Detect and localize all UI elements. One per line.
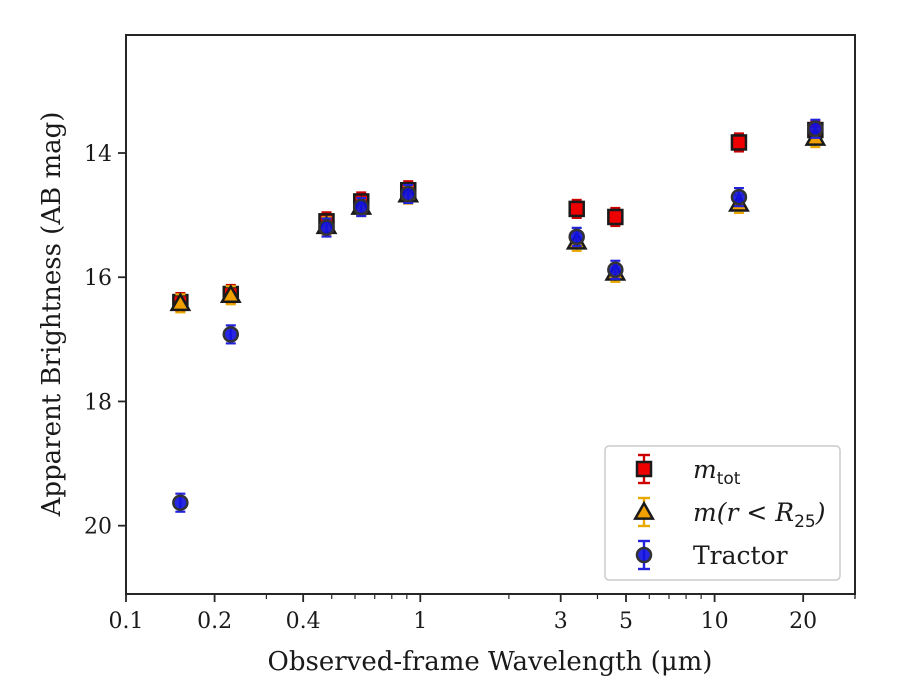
y-axis: 14 16 18 20 bbox=[84, 142, 126, 540]
legend-triangle-marker bbox=[633, 500, 655, 520]
y-tick-label: 20 bbox=[84, 515, 112, 540]
data-marks bbox=[169, 118, 827, 513]
legend: mtot m(r < R25) Tractor bbox=[604, 445, 841, 581]
triangle-point bbox=[169, 292, 192, 312]
x-tick-label: 0.2 bbox=[197, 609, 232, 634]
y-tick-label: 14 bbox=[84, 142, 112, 167]
legend-square-marker bbox=[635, 460, 653, 478]
y-tick-label: 18 bbox=[84, 390, 112, 415]
x-axis: 0.1 0.2 0.4 1 3 5 10 20 bbox=[109, 594, 856, 634]
series-1 bbox=[169, 126, 827, 314]
x-tick-label: 20 bbox=[789, 609, 817, 634]
y-tick-label: 16 bbox=[84, 266, 112, 291]
x-tick-label: 1 bbox=[413, 609, 427, 634]
circle-point bbox=[399, 185, 417, 203]
legend-frame bbox=[604, 445, 841, 581]
x-tick-label: 3 bbox=[554, 609, 568, 634]
legend-entry: mtot bbox=[693, 455, 741, 489]
legend-entry: m(r < R25) bbox=[693, 498, 825, 532]
circle-point bbox=[807, 120, 824, 138]
square-point bbox=[607, 208, 624, 226]
square-point bbox=[568, 200, 585, 218]
legend-circle-marker bbox=[635, 546, 653, 564]
legend-entry: Tractor bbox=[693, 541, 788, 570]
x-tick-label: 0.4 bbox=[286, 609, 321, 634]
x-tick-label: 5 bbox=[619, 609, 633, 634]
plot-area bbox=[125, 34, 856, 595]
circle-point bbox=[222, 326, 240, 343]
x-tick-label: 0.1 bbox=[109, 609, 144, 634]
circle-point bbox=[730, 188, 748, 206]
y-axis-label: Apparent Brightness (AB mag) bbox=[37, 112, 67, 518]
series-0 bbox=[172, 119, 824, 313]
circle-point bbox=[172, 494, 189, 511]
series-2 bbox=[172, 118, 824, 513]
circle-point bbox=[607, 261, 624, 279]
circle-point bbox=[318, 219, 335, 236]
x-tick-label: 10 bbox=[701, 609, 729, 634]
plot-frame bbox=[125, 34, 856, 595]
circle-point bbox=[352, 198, 370, 216]
circle-point bbox=[568, 228, 585, 246]
square-point bbox=[730, 134, 748, 151]
triangle-point bbox=[219, 283, 242, 304]
x-axis-label: Observed-frame Wavelength (μm) bbox=[268, 647, 713, 677]
